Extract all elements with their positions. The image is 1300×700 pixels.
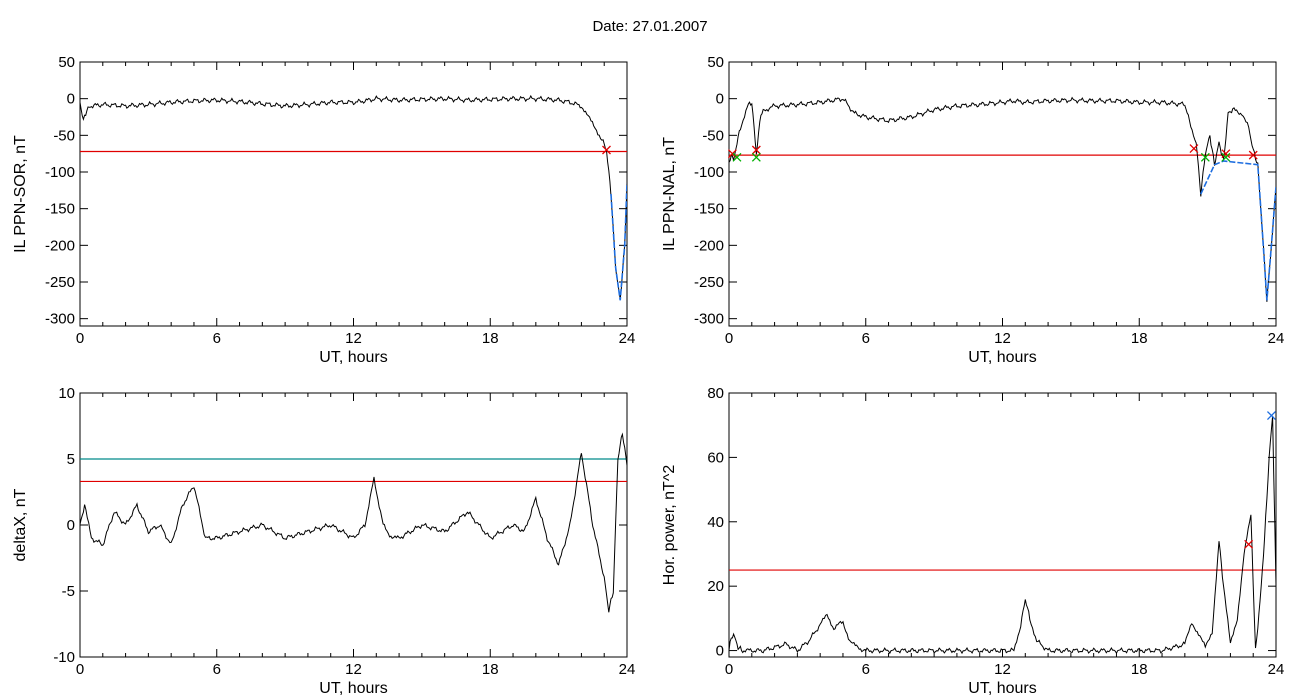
event-marker [1200,152,1210,162]
y-tick-label: 0 [716,91,724,108]
y-tick-label: 20 [707,578,724,595]
x-tick-label: 6 [862,661,870,678]
x-tick-label: 0 [76,330,84,347]
x-axis-label: UT, hours [968,680,1036,697]
y-tick-label: 5 [67,451,75,468]
y-tick-label: -150 [45,201,75,218]
x-tick-label: 6 [213,661,221,678]
data-trace [729,96,1276,302]
y-tick-label: 50 [707,54,724,71]
x-tick-label: 18 [482,661,499,678]
y-tick-label: -10 [53,649,75,666]
data-trace [80,94,627,300]
x-tick-label: 0 [725,330,733,347]
chart-panel-4: 0 6 12 18 24 80 60 40 20 0 UT, hours Hor. power, nT… [661,385,1284,697]
storm-trace [1200,160,1276,301]
plot-area [729,415,1276,655]
plot-area [80,432,627,613]
x-tick-label: 12 [994,661,1011,678]
y-tick-label: -250 [694,274,724,291]
plot-area [80,94,627,301]
y-tick-label: -150 [694,201,724,218]
storm-trace [610,182,627,301]
chart-panel-2: 0 6 12 18 24 50 0 -50 -100 -150 -200 -250 -300 UT, ho… [661,54,1284,366]
x-tick-label: 18 [1131,330,1148,347]
x-tick-label: 12 [345,330,362,347]
y-tick-label: 0 [716,643,724,660]
event-marker [1221,149,1231,159]
x-axis-label: UT, hours [319,349,387,366]
event-marker [1248,150,1258,160]
x-tick-label: 18 [482,330,499,347]
plot-frame [79,61,628,327]
x-tick-label: 6 [862,330,870,347]
event-marker [1244,539,1254,549]
y-tick-label: 80 [707,385,724,402]
x-tick-label: 12 [345,661,362,678]
plot-frame [728,392,1277,658]
plot-area [729,96,1276,302]
x-axis-label: UT, hours [968,349,1036,366]
x-tick-label: 0 [725,661,733,678]
event-marker [1221,152,1231,162]
y-tick-label: -50 [53,127,75,144]
y-axis-label: IL PPN-SOR, nT [12,135,29,253]
event-marker [1266,411,1276,420]
y-tick-label: 60 [707,449,724,466]
event-marker [602,145,611,155]
event-marker [751,152,761,162]
y-axis-label: IL PPN-NAL, nT [661,137,678,251]
y-tick-label: 10 [58,385,75,402]
y-tick-label: -50 [702,127,724,144]
y-tick-label: -300 [45,311,75,328]
x-tick-label: 6 [213,330,221,347]
y-tick-label: -100 [694,164,724,181]
x-tick-label: 0 [76,661,84,678]
event-marker [751,145,761,155]
event-marker [1189,144,1199,153]
y-tick-label: -300 [694,311,724,328]
figure-title: Date: 27.01.2007 [592,18,708,35]
chart-panel-3: 0 6 12 18 24 10 5 0 -5 -10 UT, hours deltaX, nT [12,385,635,697]
y-axis-label: Hor. power, nT^2 [661,465,678,586]
x-tick-label: 12 [994,330,1011,347]
x-tick-label: 24 [1268,661,1285,678]
x-tick-label: 24 [1268,330,1285,347]
y-tick-label: 50 [58,54,75,71]
y-tick-label: -250 [45,274,75,291]
x-tick-label: 24 [619,330,636,347]
event-marker [732,152,742,162]
y-tick-label: -200 [45,237,75,254]
y-tick-label: 0 [67,517,75,534]
x-tick-label: 18 [1131,661,1148,678]
y-tick-label: -100 [45,164,75,181]
plot-frame [79,392,628,658]
y-tick-label: 40 [707,514,724,531]
x-axis-label: UT, hours [319,680,387,697]
x-tick-label: 24 [619,661,636,678]
data-trace [729,415,1276,655]
y-tick-label: -5 [62,583,75,600]
y-tick-label: 0 [67,91,75,108]
y-axis-label: deltaX, nT [12,488,29,561]
data-trace [80,432,627,613]
y-tick-label: -200 [694,237,724,254]
chart-panel-1: 0 6 12 18 24 50 0 -50 -100 -150 -200 -250 -300 UT, ho… [12,54,635,366]
